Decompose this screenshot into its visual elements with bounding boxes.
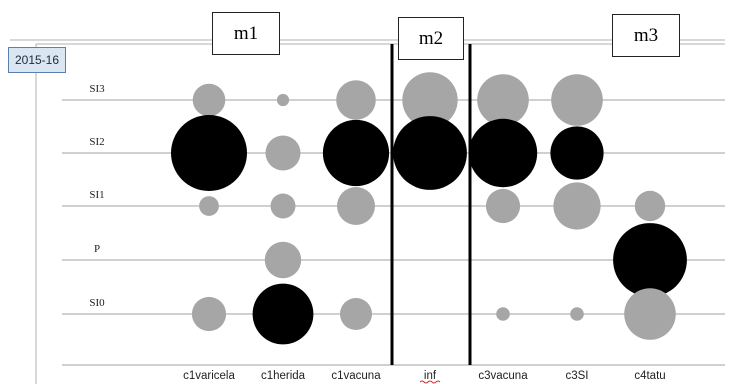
bubble-c1varicela-si1 [199,196,219,216]
y-label-si2: SI2 [89,136,104,148]
bubble-c1varicela-si3 [192,83,226,117]
bubble-c1vacuna-si3 [336,80,376,120]
bubble-c1varicela-si2 [171,115,247,191]
x-label-c4tatu: c4tatu [634,370,665,382]
bubble-c3vacuna-si0 [496,307,510,321]
bubble-c3vacuna-si1 [485,188,521,224]
year-badge: 2015-16 [8,47,66,73]
bubble-c1herida-si0 [252,283,314,345]
y-axis-labels: SI3 SI2 SI1 P SI0 [89,83,105,309]
spellcheck-underline [419,380,441,384]
bubble-c1herida-si2 [265,135,301,171]
x-axis-labels: c1varicela c1herida c1vacuna inf c3vacuna c3S… [183,370,666,384]
bubble-c3si-si2 [550,126,604,180]
bubble-inf-si2 [393,116,467,190]
x-label-c1vacuna: c1vacuna [331,370,381,382]
bubble-inf-si3 [402,72,458,128]
group-label-m3: m3 [612,14,680,57]
bubble-c1herida-si3 [276,93,290,107]
bubble-c3si-si3 [551,74,603,126]
bubble-c1varicela-si0 [191,296,227,332]
x-label-c1varicela: c1varicela [183,370,235,382]
bubble-c1herida-si1 [270,193,296,219]
y-label-si1: SI1 [89,189,104,201]
bubble-c1vacuna-si2 [322,119,390,187]
group-dividers [390,44,472,365]
group-label-m1: m1 [212,12,280,55]
bubble-c1vacuna-si0 [340,298,372,330]
bubble-c4tatu-si1 [634,190,666,222]
bubble-c3si-si0 [570,307,584,321]
x-label-c1herida: c1herida [261,370,306,382]
x-label-inf: inf [424,370,437,382]
x-label-c3vacuna: c3vacuna [478,370,528,382]
bubble-c4tatu-p [613,223,687,297]
bubble-c3si-si1 [553,182,601,230]
bubble-c1vacuna-si1 [337,187,375,225]
bubble-c3vacuna-si3 [477,74,529,126]
bubble-c3vacuna-si2 [468,118,538,188]
group-label-m2: m2 [398,17,464,60]
bubble-c1herida-p [264,241,302,279]
bubbles [171,72,687,345]
bubble-c4tatu-si0 [624,288,676,340]
y-label-si0: SI0 [89,297,105,309]
y-label-p: P [94,243,100,255]
chart-frame [10,39,725,384]
y-label-si3: SI3 [89,83,105,95]
x-label-c3si: c3SI [565,370,588,382]
